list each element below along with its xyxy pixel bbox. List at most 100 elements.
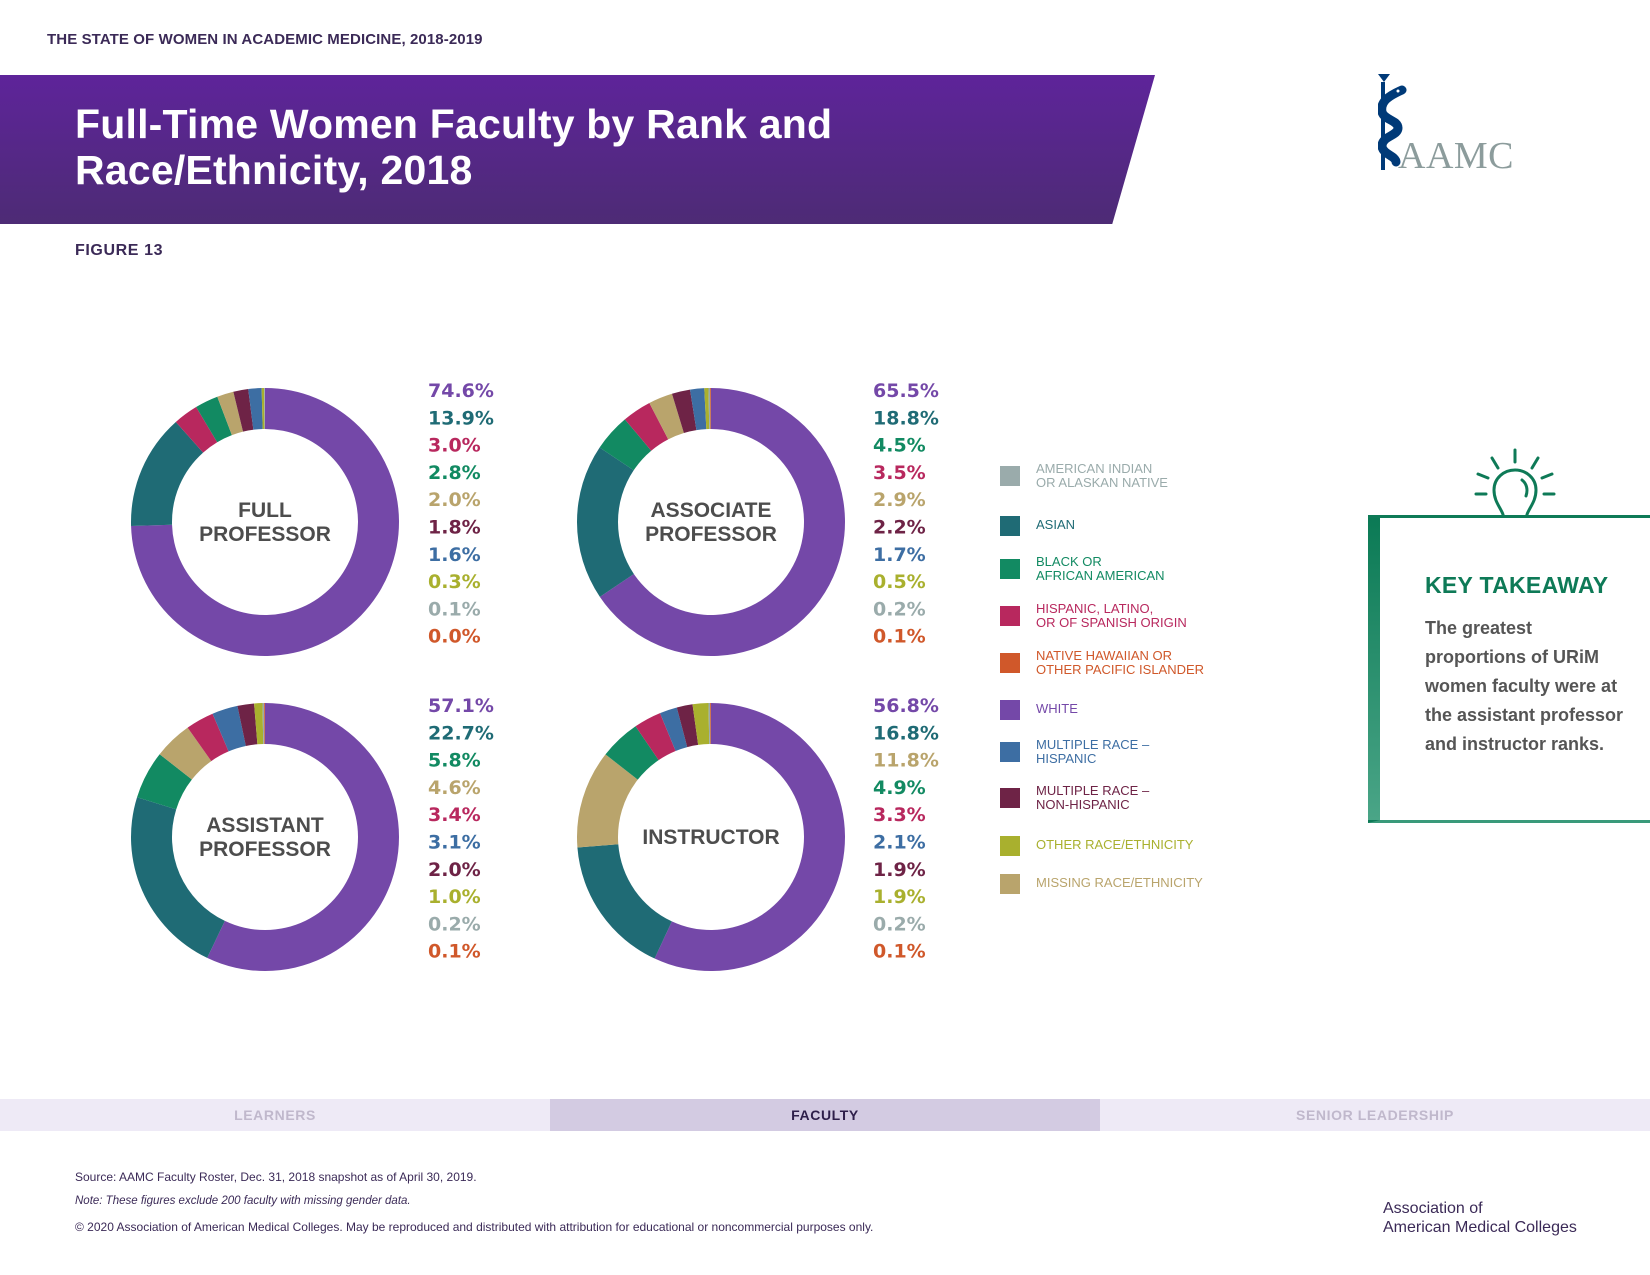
legend-swatch [1000,516,1020,536]
value-label-black: 4.5% [873,435,926,457]
donut-slice-white [131,388,399,656]
donut-charts: 74.6% 13.9% 3.0% 2.8% 2.0% 1.8% 1.6% 0.3% 0.1% 0.… [130,380,939,972]
donut-slice-multi_hispanic [212,705,246,752]
donut-slice-missing [217,391,244,436]
legend-swatch [1000,466,1020,486]
value-label-white: 57.1% [428,695,494,717]
donut-slice-asian [577,844,672,959]
legend-item-american_indian: AMERICAN INDIAN OR ALASKAN NATIVE [1000,462,1168,490]
value-label-nhpi: 0.0% [428,626,481,648]
report-kicker: THE STATE OF WOMEN IN ACADEMIC MEDICINE,… [47,31,483,48]
legend-label: HISPANIC, LATINO, OR OF SPANISH ORIGIN [1036,601,1187,630]
legend-item-missing: MISSING RACE/ETHNICITY [1000,873,1203,894]
donut-slice-black [599,419,652,471]
value-label-hispanic: 3.0% [428,435,481,457]
legend-swatch [1000,700,1020,720]
donut-slice-american_indian [708,388,711,430]
value-label-other: 0.3% [428,571,481,593]
legend-swatch [1000,559,1020,579]
value-label-nhpi: 0.1% [873,941,926,963]
legend-item-multi_non_hispanic: MULTIPLE RACE – NON-HISPANIC [1000,784,1149,812]
donut-slice-black [196,396,232,443]
donut-slice-nhpi [710,388,711,430]
value-label-asian: 16.8% [873,722,939,744]
legend-label: AMERICAN INDIAN OR ALASKAN NATIVE [1036,461,1168,490]
legend-swatch [1000,606,1020,626]
legend-item-asian: ASIAN [1000,515,1075,536]
value-label-multi_non_hispanic: 1.9% [873,859,926,881]
donut-slice-multi_hispanic [248,388,263,430]
donut-slice-asian [130,797,225,958]
donut-title: INSTRUCTOR [642,826,779,849]
donut-chart-0: 74.6% 13.9% 3.0% 2.8% 2.0% 1.8% 1.6% 0.3% 0.1% 0.… [131,380,494,656]
value-label-nhpi: 0.1% [428,941,481,963]
donut-slice-other [261,388,265,430]
value-label-multi_non_hispanic: 1.8% [428,517,481,539]
legend-label: BLACK OR AFRICAN AMERICAN [1036,554,1165,583]
org-line-2: American Medical Colleges [1383,1219,1577,1236]
section-nav: LEARNERS FACULTY SENIOR LEADERSHIP [0,1099,1650,1131]
donut-title: FULL [238,499,292,522]
legend-label: WHITE [1036,701,1078,716]
tab-learners[interactable]: LEARNERS [234,1107,316,1123]
page-title: Full-Time Women Faculty by Rank and Race… [75,101,832,193]
title-banner: Full-Time Women Faculty by Rank and Race… [0,75,1155,224]
donut-title: PROFESSOR [199,523,331,546]
value-label-white: 65.5% [873,380,939,402]
donut-slice-american_indian [262,703,265,745]
footnote: Note: These figures exclude 200 faculty … [75,1195,411,1207]
staff-of-asclepius-icon [1378,74,1407,170]
donut-title: ASSOCIATE [651,499,772,522]
donut-slice-hispanic [624,403,669,451]
value-label-multi_hispanic: 1.6% [428,544,481,566]
value-label-multi_hispanic: 2.1% [873,832,926,854]
donut-slice-black [605,726,659,780]
title-line-2: Race/Ethnicity, 2018 [75,147,473,193]
legend-swatch [1000,836,1020,856]
value-label-hispanic: 3.5% [873,462,926,484]
donut-slice-hispanic [635,713,676,761]
legend-label: OTHER RACE/ETHNICITY [1036,837,1194,852]
value-label-multi_hispanic: 3.1% [428,832,481,854]
donut-chart-2: 57.1% 22.7% 5.8% 4.6% 3.4% 3.1% 2.0% 1.0% 0.2% 0.… [130,695,494,971]
key-takeaway-box [1368,515,1650,823]
donut-slice-american_indian [264,388,265,430]
donut-slice-white [599,388,845,657]
donut-chart-3: 56.8% 16.8% 11.8% 4.9% 3.3% 2.1% 1.9% 1.9% 0.2% 0… [577,695,939,972]
value-label-asian: 18.8% [873,407,939,429]
donut-title: PROFESSOR [199,838,331,861]
tab-faculty[interactable]: FACULTY [550,1099,1100,1131]
donut-title: PROFESSOR [645,523,777,546]
value-label-other: 1.9% [873,886,926,908]
value-label-multi_non_hispanic: 2.2% [873,517,926,539]
donut-slice-multi_non_hispanic [676,704,699,748]
legend-label: MISSING RACE/ETHNICITY [1036,875,1203,890]
key-takeaway-body: The greatest proportions of URiM women f… [1425,618,1624,754]
legend-item-multi_hispanic: MULTIPLE RACE – HISPANIC [1000,738,1149,766]
value-label-other: 1.0% [428,886,481,908]
value-label-hispanic: 3.3% [873,804,926,826]
legend-swatch [1000,874,1020,894]
value-label-american_indian: 0.2% [428,913,481,935]
source-note: Source: AAMC Faculty Roster, Dec. 31, 20… [75,1170,477,1184]
value-label-black: 5.8% [428,750,481,772]
donut-slice-white [654,703,846,972]
donut-slice-white [207,703,400,971]
tab-senior-leadership[interactable]: SENIOR LEADERSHIP [1296,1107,1454,1123]
value-label-other: 0.5% [873,571,926,593]
donut-slice-multi_hispanic [690,388,707,431]
value-label-nhpi: 0.1% [873,626,926,648]
donut-slice-asian [131,421,204,526]
donut-slice-multi_non_hispanic [671,389,697,434]
donut-slice-nhpi [264,703,265,745]
copyright: © 2020 Association of American Medical C… [75,1220,874,1234]
org-line-1: Association of [1383,1200,1483,1217]
value-label-black: 4.9% [873,777,926,799]
donut-slice-black [137,754,192,810]
legend-swatch [1000,653,1020,673]
donut-slice-asian [577,447,634,597]
legend-item-nhpi: NATIVE HAWAIIAN OR OTHER PACIFIC ISLANDER [1000,649,1204,677]
donut-slice-missing [649,393,684,440]
value-label-missing: 11.8% [873,750,939,772]
value-label-missing: 4.6% [428,777,481,799]
